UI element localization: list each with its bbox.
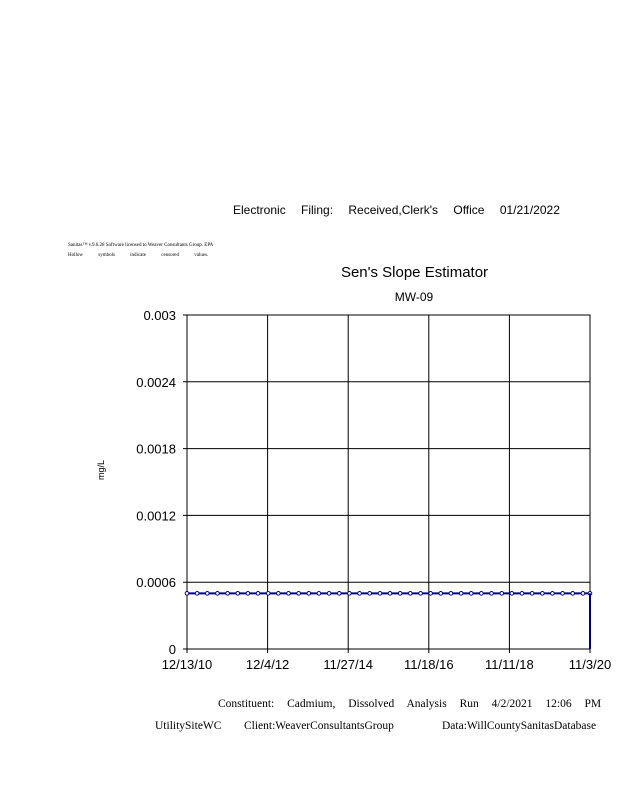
y-tick-label: 0 (169, 642, 176, 657)
data-point (265, 591, 271, 596)
data-point (397, 591, 403, 596)
data-point (357, 591, 362, 596)
x-tick-label: 11/3/20 (569, 657, 611, 672)
footer-site: UtilitySiteWC (155, 720, 222, 732)
data-point (276, 591, 281, 596)
data-point (570, 591, 576, 596)
data-point (235, 591, 241, 596)
x-tick-label: 11/18/16 (404, 657, 454, 672)
censored-note: Hollow symbols indicate censored values. (68, 253, 209, 258)
data-point (540, 591, 545, 596)
footer-constituent: Constituent: Cadmium, Dissolved Analysis… (218, 698, 602, 710)
data-point (408, 591, 413, 596)
data-point (418, 591, 423, 596)
x-tick-label: 11/11/18 (485, 657, 534, 672)
x-tick-label: 12/4/12 (246, 657, 289, 672)
data-point (255, 591, 261, 596)
data-point (377, 591, 383, 596)
data-point (296, 591, 301, 596)
data-point (428, 591, 433, 596)
chart-subtitle: MW-09 (394, 290, 434, 304)
data-point (499, 591, 505, 596)
y-tick-label: 0.0024 (136, 375, 176, 390)
chart-title: Sen's Slope Estimator (340, 264, 489, 281)
data-point (245, 591, 251, 596)
data-point (550, 591, 555, 596)
data-point (468, 591, 474, 596)
filing-header: Electronic Filing: Received,Clerk's Offi… (233, 203, 560, 217)
data-point (458, 591, 464, 596)
plot-frame (186, 314, 591, 650)
data-point (560, 591, 565, 596)
data-point (326, 591, 332, 596)
data-point (347, 591, 352, 596)
data-point (336, 591, 342, 596)
y-tick-label: 0.003 (143, 308, 176, 323)
data-point (225, 591, 230, 596)
y-tick-label: 0.0006 (136, 575, 176, 590)
data-point (438, 591, 444, 596)
x-tick-label: 11/27/14 (323, 657, 373, 672)
data-point (519, 591, 525, 596)
data-point (184, 591, 190, 596)
data-point (479, 591, 484, 596)
data-point (529, 591, 535, 596)
data-point (367, 591, 373, 596)
data-point (316, 591, 322, 596)
data-point (194, 591, 200, 596)
data-point (489, 591, 494, 596)
footer-data: Data:WillCountySanitasDatabase (442, 720, 597, 732)
footer-client: Client:WeaverConsultantsGroup (244, 720, 394, 732)
y-tick-label: 0.0018 (136, 442, 176, 457)
data-point (205, 591, 210, 596)
data-point (448, 591, 454, 596)
data-point (580, 591, 586, 596)
x-tick-label: 12/13/10 (162, 657, 213, 672)
y-tick-label: 0.0012 (136, 508, 176, 523)
data-point (509, 591, 515, 596)
software-note: Sanitas™ v.9.6.28 Software licensed to W… (68, 243, 214, 248)
data-point (286, 591, 291, 596)
data-point (306, 591, 312, 596)
data-point (387, 591, 393, 596)
data-point (215, 591, 220, 596)
